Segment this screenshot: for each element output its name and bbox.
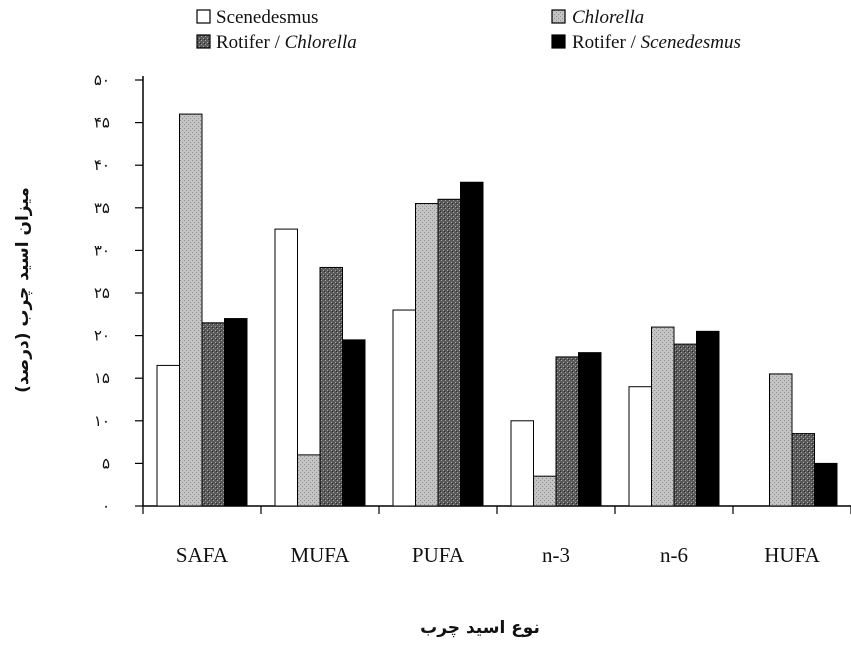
legend-label-rotifer-scenedesmus: Rotifer / Scenedesmus (572, 32, 741, 53)
bar-rotifer-scenedesmus-pufa (460, 181, 484, 507)
legend-swatch-rotifer-chlorella (196, 34, 211, 49)
bar-scenedesmus-mufa (274, 228, 298, 507)
x-axis-label: نوع اسید چرب (420, 618, 540, 638)
legend-swatch-rotifer-scenedesmus (551, 34, 566, 49)
bar-rotifer-chlorella-n-3 (555, 356, 579, 507)
bar-rotifer-chlorella-pufa (437, 198, 461, 507)
bar-chlorella-n-6 (651, 326, 675, 507)
legend-label-chlorella: Chlorella (572, 7, 644, 28)
bar-scenedesmus-pufa (392, 309, 416, 507)
bar-scenedesmus-safa (156, 364, 180, 507)
y-tick-label: ۲۵ (94, 286, 110, 302)
x-axis-ticks (142, 506, 851, 514)
y-tick-label: ۳۰ (94, 243, 110, 259)
bar-rotifer-chlorella-n-6 (673, 343, 697, 507)
y-tick-label: ۰ (102, 499, 110, 515)
x-category-label: HUFA (764, 543, 820, 567)
bar-chlorella-safa (179, 113, 203, 507)
legend-label-name: Chlorella (285, 32, 357, 53)
x-category-label: n-6 (660, 543, 688, 567)
legend-swatch-scenedesmus (196, 9, 211, 24)
bar-rotifer-scenedesmus-n-6 (696, 330, 720, 507)
x-category-label: MUFA (290, 543, 350, 567)
bar-rotifer-scenedesmus-safa (224, 318, 248, 507)
y-tick-label: ۱۵ (94, 371, 110, 387)
legend-label-prefix: Rotifer / (572, 32, 641, 53)
x-category-label: n-3 (542, 543, 570, 567)
legend-swatch-chlorella (551, 9, 566, 24)
y-tick-label: ۴۰ (94, 158, 110, 174)
y-tick-label: ۵۰ (94, 73, 110, 89)
y-tick-label: ۵ (102, 456, 110, 472)
legend-label-rotifer-chlorella: Rotifer / Chlorella (216, 32, 357, 53)
legend-item-rotifer-chlorella: Rotifer / Chlorella (196, 32, 357, 53)
legend-label-name: Scenedesmus (641, 32, 741, 53)
legend-label-name: Scenedesmus (216, 7, 318, 28)
y-axis-label: میزان اسید چرب (درصد) (13, 187, 33, 393)
legend-label-prefix: Rotifer / (216, 32, 285, 53)
bar-chlorella-n-3 (533, 475, 557, 507)
y-axis-ticks: ۰ ۵ ۱۰ ۱۵ ۲۰ ۲۵ ۳۰ ۳۵ ۴۰ ۴۵ ۵۰ (94, 73, 143, 515)
x-category-label: SAFA (176, 543, 229, 567)
bar-rotifer-chlorella-hufa (791, 433, 815, 507)
bar-scenedesmus-n-6 (628, 386, 652, 507)
legend: Scenedesmus Rotifer / Chlorella Chlorell… (196, 7, 741, 53)
bar-scenedesmus-n-3 (510, 420, 534, 507)
bar-chlorella-hufa (769, 373, 793, 507)
bar-rotifer-scenedesmus-mufa (342, 339, 366, 507)
bar-rotifer-chlorella-safa (201, 322, 225, 507)
bar-rotifer-chlorella-mufa (319, 266, 343, 507)
x-axis-category-labels: SAFA MUFA PUFA n-3 n-6 HUFA (176, 543, 821, 567)
legend-label-name: Chlorella (572, 7, 644, 28)
legend-item-scenedesmus: Scenedesmus (196, 7, 318, 28)
y-tick-label: ۲۰ (94, 329, 110, 345)
bars (156, 113, 838, 507)
bar-chlorella-mufa (297, 454, 321, 507)
x-category-label: PUFA (412, 543, 465, 567)
y-tick-label: ۴۵ (94, 116, 110, 132)
legend-item-rotifer-scenedesmus: Rotifer / Scenedesmus (551, 32, 741, 53)
legend-item-chlorella: Chlorella (551, 7, 644, 28)
bar-rotifer-scenedesmus-n-3 (578, 352, 602, 507)
y-tick-label: ۳۵ (94, 201, 110, 217)
bar-rotifer-scenedesmus-hufa (814, 462, 838, 507)
legend-label-scenedesmus: Scenedesmus (216, 7, 318, 28)
bar-chlorella-pufa (415, 203, 439, 507)
y-tick-label: ۱۰ (94, 414, 110, 430)
